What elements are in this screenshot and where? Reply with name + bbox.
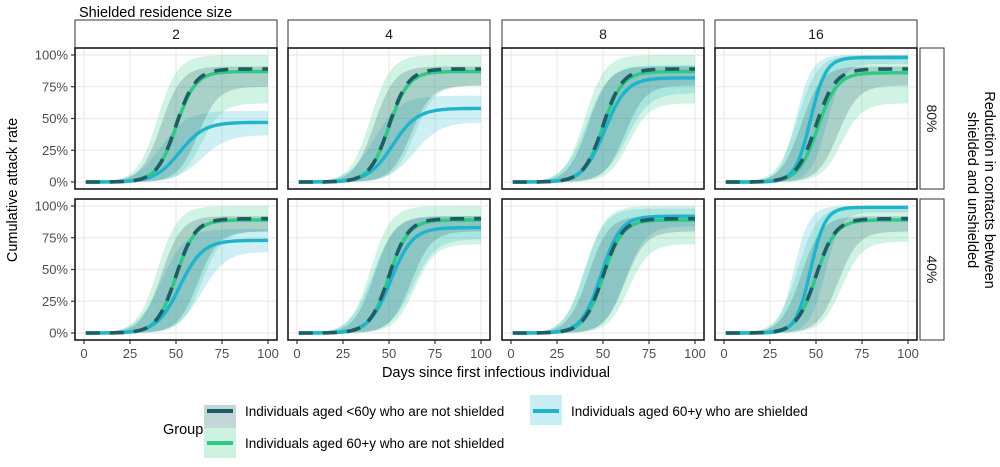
- panel-40%-4: 0 25 50 75 100: [287, 198, 492, 361]
- series-line-young: [298, 216, 481, 335]
- facet-strip-label-row-80%: 80%: [924, 104, 940, 132]
- x-tick-label: 25: [763, 346, 777, 361]
- x-tick-label: 100: [897, 346, 919, 361]
- ribbon-shielded: [85, 228, 268, 333]
- x-tick-label: 25: [550, 346, 564, 361]
- series-line-young: [512, 67, 695, 184]
- x-tick-label: 75: [855, 346, 869, 361]
- x-tick-label: 100: [257, 346, 279, 361]
- panel-80%-8: [501, 47, 705, 190]
- facet-row-title-line-1: Reduction in contacts between: [981, 91, 997, 289]
- x-tick-label: 75: [428, 346, 442, 361]
- legend-label-old: Individuals aged 60+y who are not shield…: [245, 436, 504, 451]
- facet-strip-label-col-4: 4: [385, 26, 393, 42]
- legend: Group Individuals aged <60y who are not …: [163, 395, 808, 458]
- facet-strip-row-40%: [919, 198, 945, 341]
- x-tick-label: 100: [684, 346, 706, 361]
- facet-row-title-line-2: shielded and unshielded: [964, 112, 980, 268]
- series-line-young: [512, 216, 695, 335]
- panel-40%-2: 0% 25% 50% 75% 100% 0 25 50 75 100: [35, 198, 279, 361]
- y-tick-label: 25%: [42, 294, 68, 309]
- facet-column-title: Shielded residence size: [79, 5, 232, 21]
- facet-strip-label-col-2: 2: [172, 26, 180, 42]
- facet-strip-row-80%: [919, 47, 945, 190]
- series-line-young: [298, 67, 481, 184]
- x-tick-label: 100: [470, 346, 492, 361]
- facet-strip-col-4: [287, 19, 491, 49]
- legend-title: Group: [163, 422, 203, 438]
- y-tick-label: 0%: [49, 175, 68, 190]
- x-tick-label: 0: [507, 346, 514, 361]
- panel-border: [501, 47, 705, 190]
- x-axis-title: Days since first infectious individual: [382, 365, 610, 381]
- y-tick-label: 75%: [42, 230, 68, 245]
- facet-strip-label-row-40%: 40%: [924, 255, 940, 283]
- panel-80%-4: [287, 47, 491, 190]
- x-tick-label: 0: [720, 346, 727, 361]
- legend-entry-young: Individuals aged <60y who are not shield…: [204, 404, 504, 435]
- series-line-young: [85, 216, 268, 335]
- facet-strip-label-col-16: 16: [808, 26, 824, 42]
- ribbon-shielded: [298, 95, 481, 182]
- x-tick-label: 0: [293, 346, 300, 361]
- panel-border: [287, 47, 491, 190]
- y-tick-label: 100%: [35, 199, 69, 214]
- x-tick-label: 25: [123, 346, 137, 361]
- panel-40%-16: 0 25 50 75 100: [714, 198, 919, 361]
- x-tick-label: 0: [80, 346, 87, 361]
- facet-strip-col-8: [501, 19, 705, 49]
- x-tick-label: 50: [596, 346, 610, 361]
- x-tick-label: 75: [642, 346, 656, 361]
- y-axis-title: Cumulative attack rate: [5, 118, 21, 262]
- y-tick-label: 50%: [42, 262, 68, 277]
- y-tick-label: 25%: [42, 143, 68, 158]
- x-tick-label: 50: [169, 346, 183, 361]
- series-line-young: [725, 216, 908, 335]
- legend-label-young: Individuals aged <60y who are not shield…: [245, 404, 504, 419]
- facet-strip-col-16: [714, 19, 918, 49]
- x-tick-label: 50: [809, 346, 823, 361]
- y-tick-label: 50%: [42, 111, 68, 126]
- x-tick-label: 75: [215, 346, 229, 361]
- panel-80%-2: 0% 25% 50% 75% 100%: [35, 47, 278, 190]
- series-line-young: [85, 67, 268, 184]
- y-tick-label: 0%: [49, 326, 68, 341]
- legend-entry-shielded: Individuals aged 60+y who are shielded: [530, 395, 808, 425]
- y-tick-label: 75%: [42, 79, 68, 94]
- y-tick-label: 100%: [35, 48, 69, 63]
- facet-panels: 2 4 8 16 80% 40% 0% 25% 50% 75% 100% 0% 25% 50% 75% 100…: [35, 19, 945, 361]
- x-tick-label: 50: [382, 346, 396, 361]
- panel-40%-8: 0 25 50 75 100: [501, 198, 706, 361]
- facet-strip-label-col-8: 8: [599, 26, 607, 42]
- ribbon-shielded: [85, 110, 268, 182]
- facet-strip-col-2: [74, 19, 278, 49]
- legend-entry-old: Individuals aged 60+y who are not shield…: [204, 428, 504, 458]
- facet-row-title: Reduction in contacts between shielded a…: [964, 91, 997, 289]
- legend-label-shielded: Individuals aged 60+y who are shielded: [571, 404, 808, 419]
- series-line-young: [725, 67, 908, 184]
- x-tick-label: 25: [336, 346, 350, 361]
- panel-80%-16: [714, 47, 918, 190]
- panel-border: [714, 47, 918, 190]
